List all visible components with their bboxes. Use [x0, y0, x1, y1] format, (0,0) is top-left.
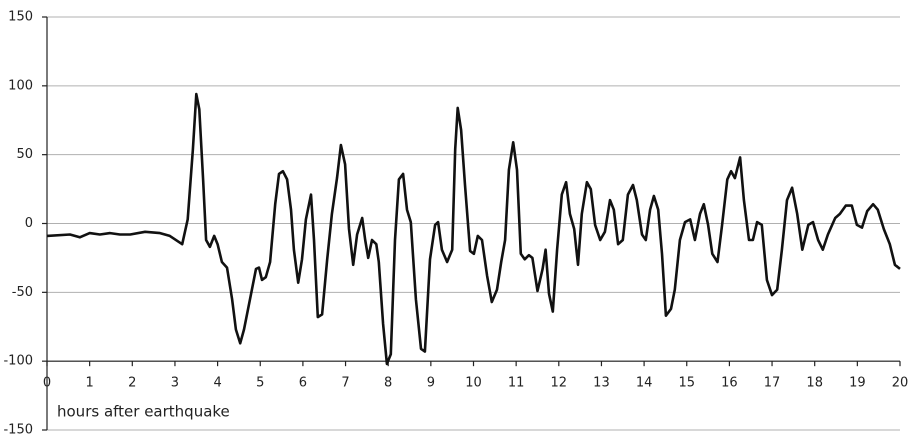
x-tick-label: 19 [849, 376, 866, 391]
x-tick-label: 3 [171, 376, 179, 391]
x-tick-label: 6 [299, 376, 307, 391]
x-tick-label: 20 [892, 376, 909, 391]
x-tick-label: 16 [721, 376, 738, 391]
x-axis-label: hours after earthquake [57, 403, 230, 421]
y-tick-label: 150 [8, 10, 33, 25]
x-tick-label: 4 [213, 376, 221, 391]
x-tick-label: 1 [86, 376, 94, 391]
y-tick-label: -150 [3, 423, 33, 438]
x-tick-label: 18 [806, 376, 823, 391]
y-tick-label: 50 [16, 147, 33, 162]
y-tick-label: 0 [25, 216, 33, 231]
x-tick-label: 13 [593, 376, 610, 391]
x-tick-label: 0 [43, 376, 51, 391]
x-tick-label: 5 [256, 376, 264, 391]
data-line [46, 92, 901, 366]
y-tick-label: 100 [8, 78, 33, 93]
x-tick-label: 17 [764, 376, 781, 391]
x-tick-label: 9 [427, 376, 435, 391]
y-tick-label: -100 [3, 354, 33, 369]
x-tick-label: 14 [636, 376, 653, 391]
x-tick-label: 15 [678, 376, 695, 391]
x-tick-label: 11 [508, 376, 525, 391]
y-tick-label: -50 [12, 285, 33, 300]
x-tick-label: 7 [341, 376, 349, 391]
x-tick-label: 2 [128, 376, 136, 391]
x-tick-label: 12 [551, 376, 568, 391]
x-tick-label: 8 [384, 376, 392, 391]
x-tick-label: 10 [465, 376, 482, 391]
